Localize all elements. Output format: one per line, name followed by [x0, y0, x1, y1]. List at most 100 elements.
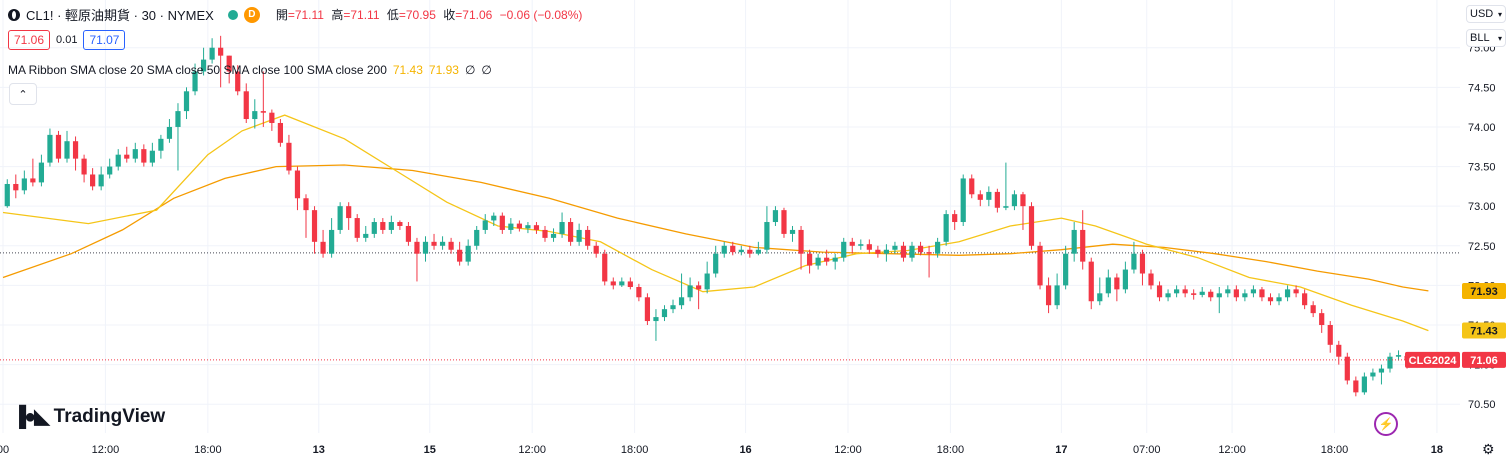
candle-body: [363, 233, 369, 238]
candle: [738, 245, 744, 256]
candle-body: [952, 214, 958, 223]
candle-body: [585, 229, 591, 246]
candle: [158, 134, 164, 159]
candle: [533, 222, 540, 234]
candle: [1199, 286, 1205, 298]
buy-button[interactable]: 71.07: [83, 30, 126, 50]
candle: [969, 174, 975, 199]
svg-text:71.06: 71.06: [1470, 355, 1498, 367]
candle: [371, 218, 377, 238]
candle: [610, 277, 616, 290]
candle-body: [636, 286, 642, 298]
candle-body: [747, 249, 753, 254]
symbol-title[interactable]: CL1! · 輕原油期貨 · 30 · NYMEX: [26, 8, 214, 23]
currency-select[interactable]: USD ▾: [1466, 5, 1506, 23]
candle: [585, 225, 591, 250]
candle: [235, 65, 241, 96]
candle: [141, 144, 147, 167]
candle-body: [738, 249, 744, 253]
candle-body: [1267, 297, 1274, 302]
lightning-icon[interactable]: ⚡: [1374, 412, 1398, 436]
indicator-label[interactable]: MA Ribbon SMA close 20 SMA close 50 SMA …: [8, 63, 387, 77]
delayed-badge[interactable]: D: [243, 6, 260, 23]
candle-body: [1216, 293, 1222, 298]
candle-body: [1284, 289, 1291, 298]
candle-body: [64, 141, 70, 159]
candle: [175, 103, 181, 171]
candle: [841, 237, 847, 262]
candle-body: [72, 141, 79, 159]
candle-body: [1310, 305, 1316, 314]
unit-select[interactable]: BLL ▾: [1466, 29, 1506, 47]
candle: [1174, 285, 1180, 298]
candle: [1191, 289, 1197, 300]
collapse-legend-button[interactable]: ⌃: [9, 83, 37, 105]
x-tick-label: 00: [0, 444, 9, 456]
candle-body: [422, 241, 429, 254]
ohlc-change: −0.06 (−0.08%): [499, 8, 583, 22]
candle: [1387, 352, 1393, 373]
price-axis[interactable]: 75.0074.5074.0073.5073.0072.5072.0071.50…: [1460, 0, 1512, 433]
candle: [1293, 285, 1299, 298]
x-tick-label: 16: [739, 444, 751, 456]
candle: [1284, 285, 1291, 302]
candle: [1003, 162, 1009, 211]
candle: [30, 158, 36, 187]
candle-body: [141, 149, 147, 163]
candle-body: [183, 91, 190, 112]
candle-body: [474, 229, 480, 246]
candle-body: [303, 198, 309, 211]
tradingview-logo[interactable]: ▐●◣ TradingView: [12, 404, 165, 429]
candles: [4, 35, 1410, 397]
candle-body: [977, 194, 983, 200]
candle-body: [917, 245, 924, 253]
candle-body: [1225, 289, 1231, 294]
market-status-icon[interactable]: [227, 9, 238, 20]
candle: [243, 83, 249, 123]
ohlc-close: =71.06: [455, 8, 493, 22]
candle-body: [1097, 293, 1103, 302]
candle-body: [849, 241, 855, 246]
candle: [900, 241, 907, 262]
candle: [55, 130, 62, 163]
candle-body: [388, 222, 394, 230]
candle-body: [329, 229, 335, 254]
symbol-price-tag: CLG2024: [1405, 351, 1460, 368]
candle-body: [1045, 285, 1052, 306]
time-axis[interactable]: 00 12:00 18:00 13 15 12:00 18:00 16 12:00 18:00 17…: [0, 433, 1460, 463]
candle: [405, 222, 412, 246]
candle: [696, 281, 702, 310]
symbol-logo-icon: [8, 8, 20, 21]
ma20-series-line: [2, 114, 1429, 332]
price-chart[interactable]: CLG2024: [0, 0, 1460, 433]
candle-body: [1139, 253, 1146, 274]
gear-icon[interactable]: ⚙: [1482, 441, 1495, 457]
candle: [1139, 249, 1146, 286]
unit-value: BLL: [1470, 32, 1490, 44]
candle-body: [482, 220, 488, 230]
sell-button[interactable]: 71.06: [8, 30, 51, 50]
candle-body: [294, 170, 301, 199]
candle-body: [798, 229, 804, 254]
indicator-legend[interactable]: MA Ribbon SMA close 20 SMA close 50 SMA …: [8, 63, 492, 77]
candle: [678, 273, 685, 310]
candle: [431, 233, 437, 250]
candle-body: [602, 253, 608, 282]
candle: [1105, 269, 1111, 298]
candle-body: [371, 222, 377, 234]
candle-body: [550, 233, 557, 238]
candle-body: [875, 249, 881, 254]
candle: [661, 305, 668, 322]
candle-body: [132, 149, 138, 159]
candle: [849, 237, 855, 254]
candle-body: [986, 191, 992, 200]
candle-body: [824, 257, 830, 262]
candle-body: [286, 142, 292, 171]
candle-body: [704, 273, 710, 290]
candle: [107, 158, 113, 179]
candle: [277, 119, 283, 147]
candle-body: [627, 281, 633, 287]
candle: [1353, 376, 1359, 397]
candle-body: [107, 166, 113, 175]
candle: [653, 309, 659, 341]
